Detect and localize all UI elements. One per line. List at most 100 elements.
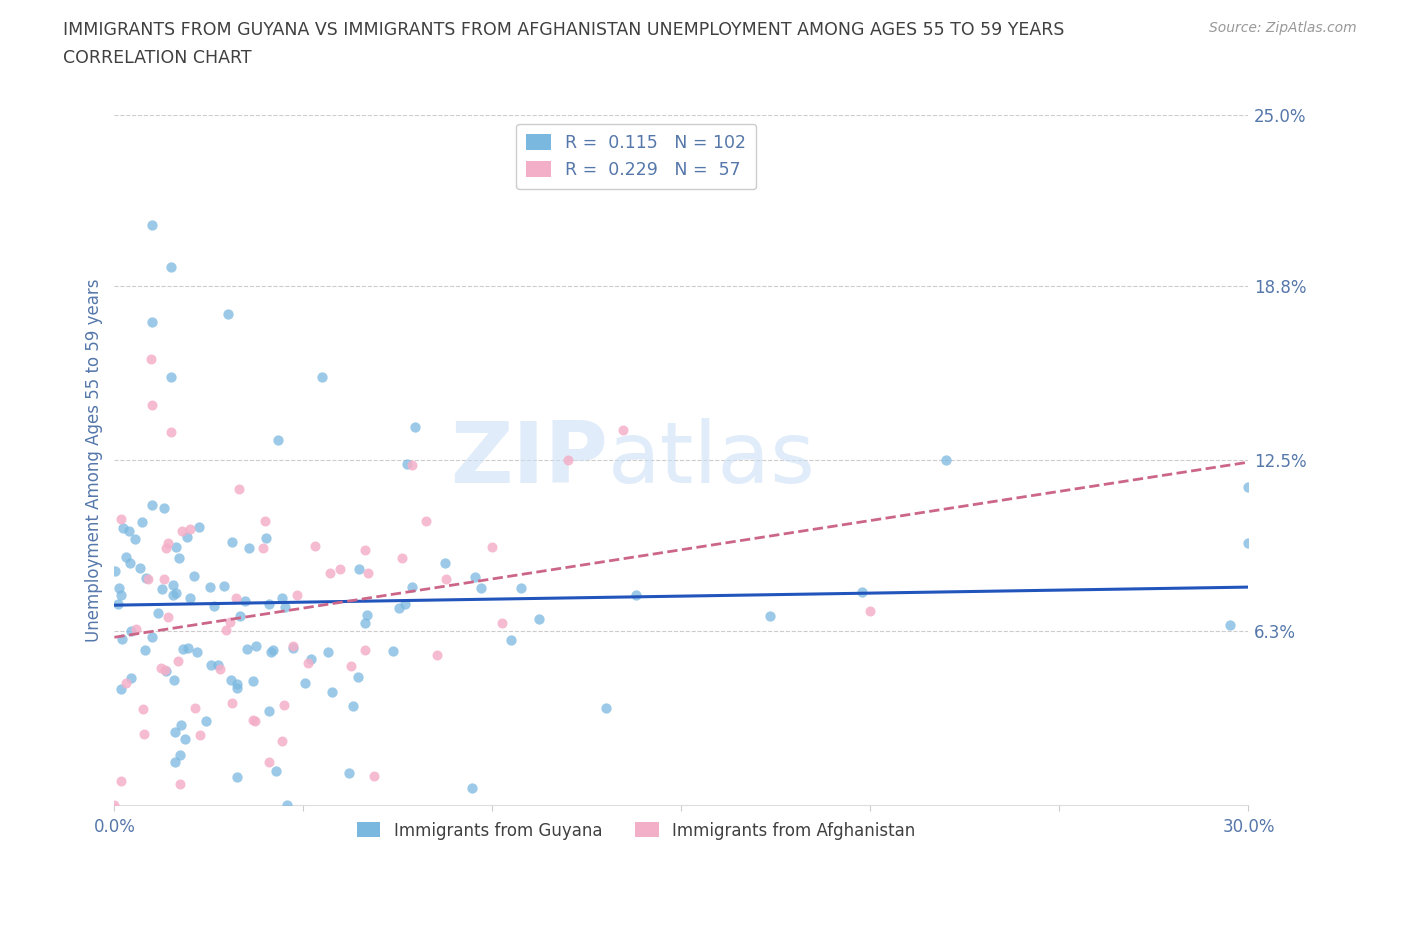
Point <box>120 624 142 639</box>
Point <box>225 770 247 785</box>
Point <box>297 656 319 671</box>
Point <box>363 768 385 783</box>
Text: Source: ZipAtlas.com: Source: ZipAtlas.com <box>1209 21 1357 35</box>
Text: CORRELATION CHART: CORRELATION CHART <box>63 49 252 67</box>
Point <box>104 564 127 578</box>
Point <box>342 699 364 714</box>
Point <box>215 622 238 637</box>
Point <box>135 571 157 586</box>
Point <box>136 572 159 587</box>
Point <box>426 648 449 663</box>
Point <box>481 539 503 554</box>
Point <box>160 425 183 440</box>
Point <box>162 588 184 603</box>
Point <box>391 551 413 565</box>
Point <box>356 607 378 622</box>
Point <box>935 452 957 467</box>
Point <box>156 609 179 624</box>
Point <box>221 535 243 550</box>
Point <box>120 671 142 685</box>
Point <box>115 676 138 691</box>
Point <box>381 644 404 658</box>
Point <box>283 638 305 653</box>
Point <box>354 616 377 631</box>
Point <box>165 755 187 770</box>
Point <box>270 591 292 605</box>
Text: ZIP: ZIP <box>450 418 607 501</box>
Point <box>354 542 377 557</box>
Point <box>340 658 363 673</box>
Point <box>110 681 132 696</box>
Y-axis label: Unemployment Among Ages 55 to 59 years: Unemployment Among Ages 55 to 59 years <box>86 278 103 642</box>
Point <box>179 591 201 605</box>
Point <box>595 701 617 716</box>
Point <box>132 701 155 716</box>
Point <box>612 422 634 437</box>
Point <box>111 521 134 536</box>
Point <box>225 591 247 605</box>
Point <box>510 581 533 596</box>
Point <box>219 672 242 687</box>
Point <box>228 481 250 496</box>
Point <box>499 632 522 647</box>
Point <box>150 581 173 596</box>
Point <box>461 781 484 796</box>
Point <box>276 797 298 812</box>
Point <box>153 663 176 678</box>
Point <box>170 717 193 732</box>
Point <box>103 797 125 812</box>
Point <box>165 724 187 739</box>
Point <box>163 672 186 687</box>
Point <box>225 676 247 691</box>
Point <box>557 452 579 467</box>
Point <box>172 641 194 656</box>
Point <box>233 593 256 608</box>
Point <box>260 644 283 659</box>
Point <box>152 500 174 515</box>
Point <box>149 660 172 675</box>
Point <box>174 732 197 747</box>
Point <box>396 457 419 472</box>
Point <box>155 541 177 556</box>
Point <box>184 701 207 716</box>
Point <box>267 432 290 447</box>
Point <box>283 640 305 655</box>
Point <box>169 748 191 763</box>
Legend: Immigrants from Guyana, Immigrants from Afghanistan: Immigrants from Guyana, Immigrants from … <box>349 813 924 848</box>
Point <box>242 673 264 688</box>
Point <box>114 550 136 565</box>
Point <box>165 586 187 601</box>
Point <box>464 569 486 584</box>
Point <box>188 728 211 743</box>
Point <box>299 652 322 667</box>
Point <box>1219 618 1241 632</box>
Point <box>624 588 647 603</box>
Point <box>107 597 129 612</box>
Point <box>172 524 194 538</box>
Point <box>1237 535 1260 550</box>
Point <box>183 568 205 583</box>
Point <box>252 540 274 555</box>
Point <box>329 562 352 577</box>
Point <box>129 561 152 576</box>
Point <box>111 631 134 646</box>
Point <box>212 578 235 593</box>
Point <box>304 538 326 553</box>
Point <box>311 369 333 384</box>
Point <box>155 664 177 679</box>
Point <box>316 644 339 659</box>
Point <box>176 529 198 544</box>
Point <box>218 615 240 630</box>
Point <box>110 774 132 789</box>
Point <box>259 597 281 612</box>
Point <box>167 551 190 565</box>
Point <box>120 556 142 571</box>
Point <box>179 522 201 537</box>
Point <box>208 662 231 677</box>
Point <box>759 609 782 624</box>
Point <box>257 704 280 719</box>
Point <box>243 714 266 729</box>
Point <box>110 588 132 603</box>
Point <box>1237 480 1260 495</box>
Point <box>273 698 295 712</box>
